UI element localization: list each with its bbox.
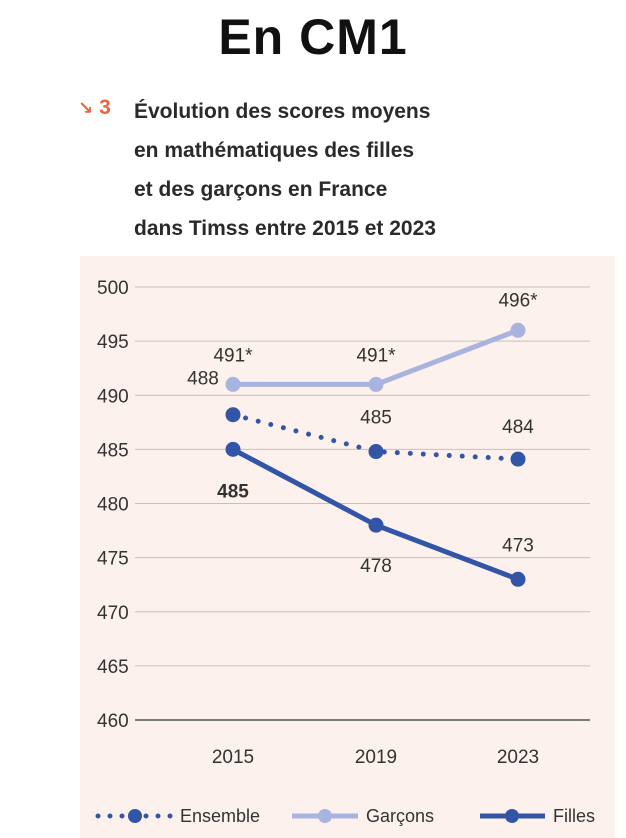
legend-label-filles: Filles [553, 806, 595, 826]
data-label-filles: 473 [502, 535, 534, 556]
data-label-garcons: 496* [498, 290, 538, 311]
chart-title-line-1: Évolution des scores moyens [134, 100, 431, 123]
y-tick-label: 485 [97, 440, 129, 461]
x-tick-label: 2015 [212, 747, 254, 768]
data-label-garcons: 491* [213, 345, 253, 366]
y-tick-label: 490 [97, 386, 129, 407]
data-point-filles [225, 441, 241, 457]
data-point-filles [368, 517, 384, 533]
data-point-ensemble [368, 444, 384, 460]
chart-title-line-4: dans Timss entre 2015 et 2023 [134, 217, 436, 240]
figure-number-value: 3 [99, 96, 111, 119]
chart-title: Évolution des scores moyens en mathémati… [134, 92, 554, 248]
data-point-ensemble [510, 451, 526, 467]
chart-title-line-2: en mathématiques des filles [134, 139, 415, 162]
x-tick-label: 2023 [497, 747, 539, 768]
legend-marker-ensemble [128, 809, 142, 823]
legend-marker-garcons [318, 809, 332, 823]
data-label-filles: 478 [360, 556, 392, 577]
legend-label-ensemble: Ensemble [180, 806, 260, 826]
data-label-ensemble: 484 [502, 417, 534, 438]
data-point-garcons [510, 322, 526, 338]
chart-title-line-3: et des garçons en France [134, 178, 388, 201]
x-tick-label: 2019 [355, 747, 397, 768]
y-tick-label: 465 [97, 657, 129, 678]
y-tick-label: 495 [97, 332, 129, 353]
figure-number: ↘ 3 [78, 96, 111, 120]
data-point-filles [510, 571, 526, 587]
y-tick-label: 460 [97, 711, 129, 732]
data-point-garcons [225, 376, 241, 392]
page-heading: En CM1 [218, 9, 408, 65]
data-label-garcons: 491* [356, 345, 396, 366]
y-tick-label: 500 [97, 278, 129, 299]
data-label-ensemble: 485 [360, 408, 392, 429]
legend-marker-filles [505, 809, 519, 823]
arrow-down-right-icon: ↘ [78, 98, 94, 118]
data-label-filles: 485 [217, 481, 249, 502]
data-label-ensemble: 488 [187, 369, 219, 390]
data-point-ensemble [225, 407, 241, 423]
data-point-garcons [368, 376, 384, 392]
chart-background [80, 256, 615, 838]
y-tick-label: 480 [97, 495, 129, 516]
y-tick-label: 475 [97, 549, 129, 570]
y-tick-label: 470 [97, 603, 129, 624]
legend-label-garcons: Garçons [366, 806, 434, 826]
